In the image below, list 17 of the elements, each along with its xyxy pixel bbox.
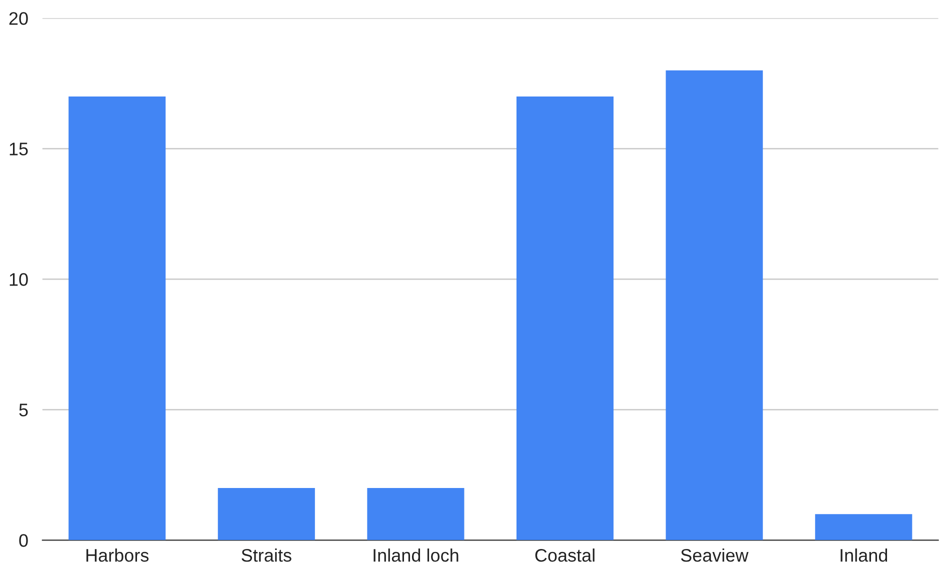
- bar: [367, 488, 464, 540]
- y-tick-label: 5: [19, 404, 28, 416]
- bar: [218, 488, 315, 540]
- y-tick-label: 10: [10, 273, 28, 286]
- x-tick-label: Straits: [242, 548, 292, 562]
- bar: [666, 70, 763, 540]
- x-tick-label: Inland: [840, 548, 888, 562]
- bar: [516, 96, 614, 540]
- y-tick-label: 20: [9, 12, 28, 25]
- x-tick-label: Seaview: [681, 548, 748, 562]
- x-tick-label: Harbors: [86, 548, 149, 562]
- x-tick-label: Inland loch: [374, 548, 458, 562]
- y-tick-label: 15: [10, 142, 28, 156]
- bar: [815, 514, 912, 540]
- bar: [68, 96, 166, 540]
- x-tick-label: Coastal: [535, 548, 594, 562]
- y-tick-label: 0: [19, 534, 28, 547]
